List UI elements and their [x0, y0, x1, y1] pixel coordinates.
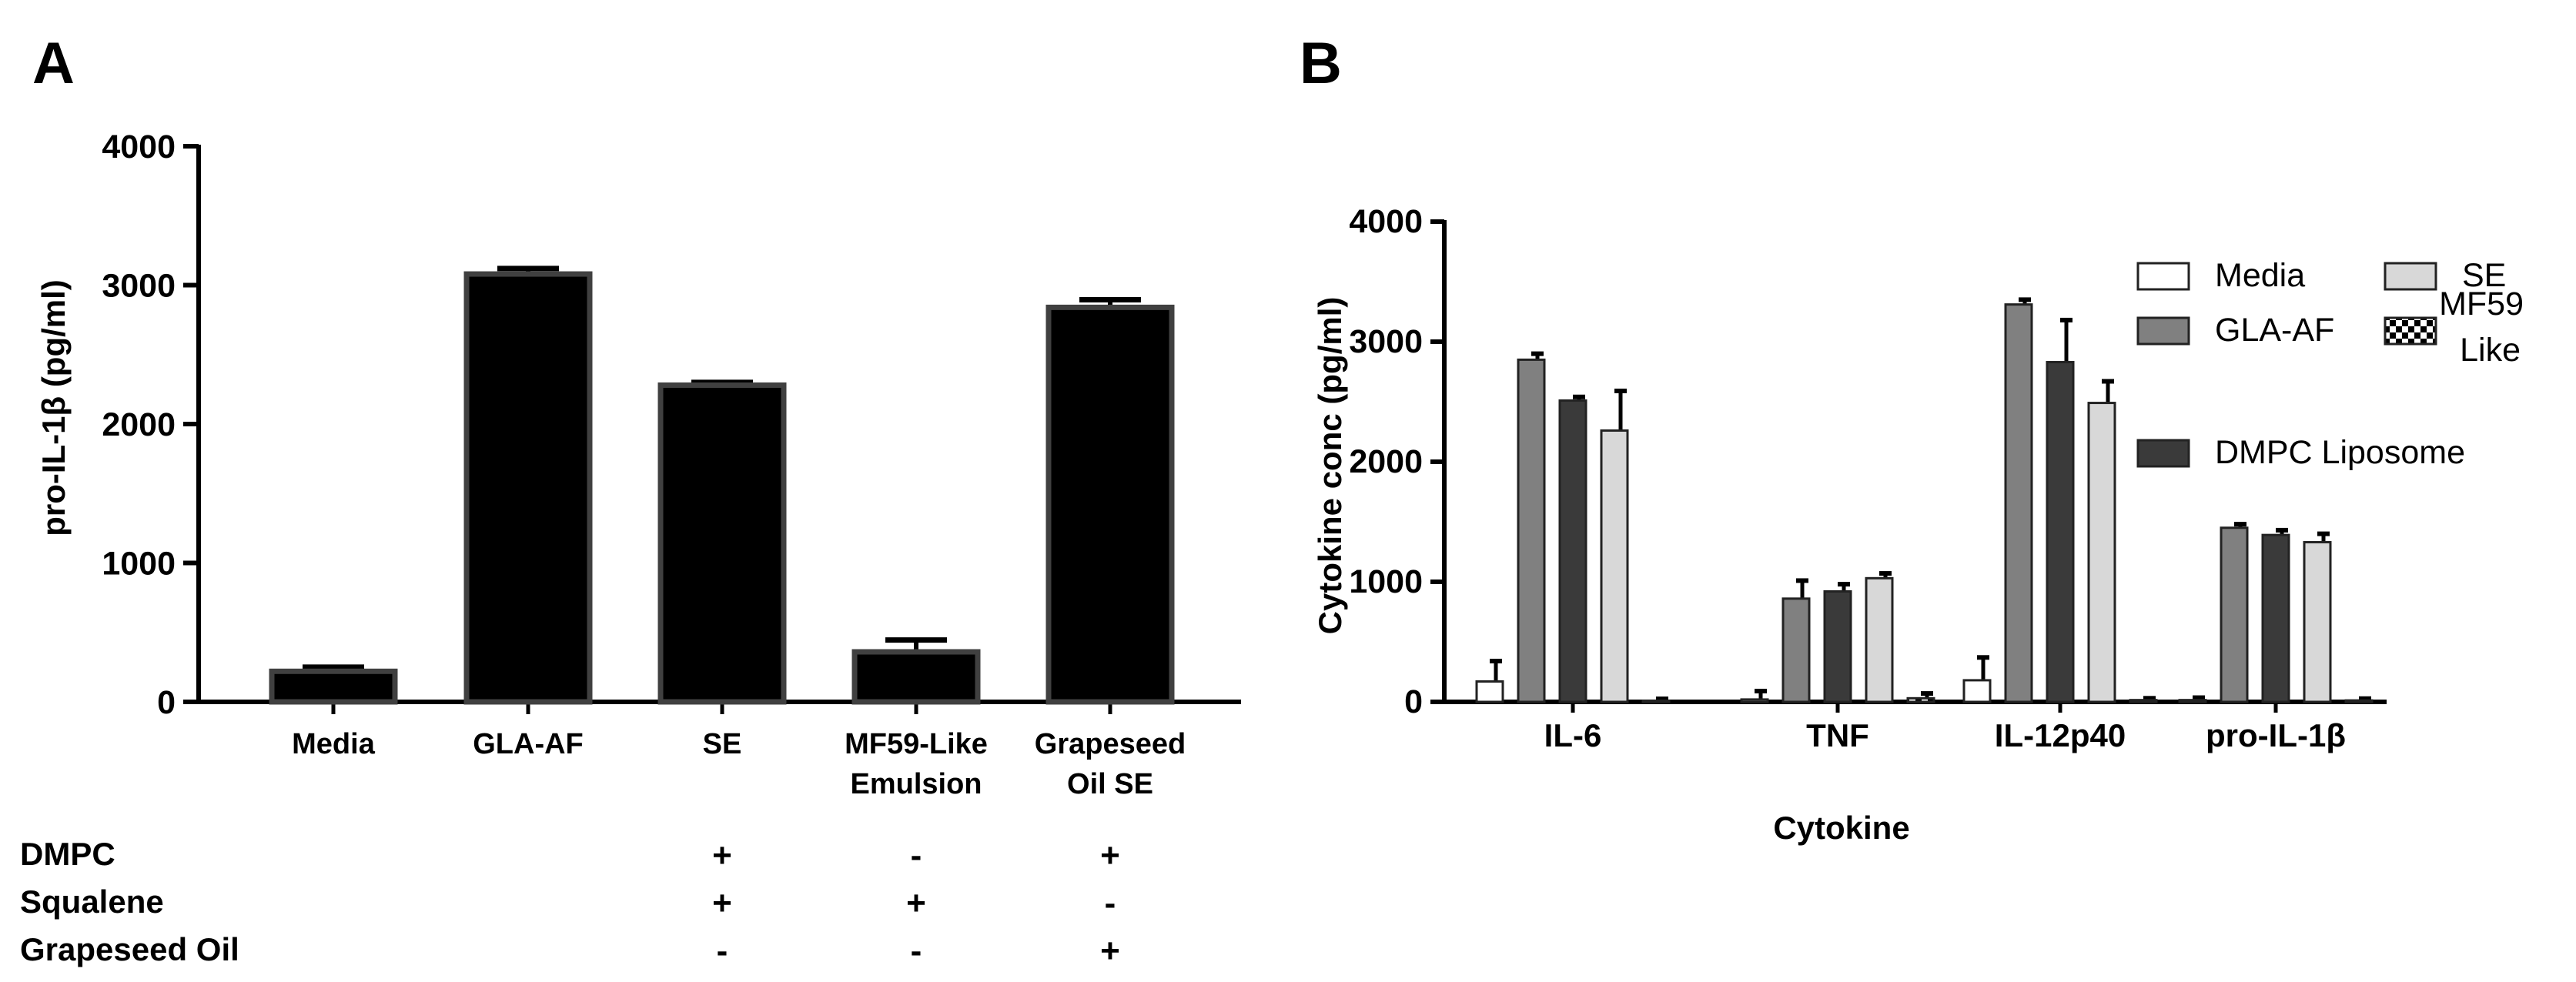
- panel-b-y-tick-label: 0: [1404, 683, 1423, 720]
- treatment-sign: -: [717, 932, 728, 970]
- panel-a-category-label: Grapeseed: [1035, 728, 1186, 760]
- treatment-sign: +: [1100, 837, 1120, 874]
- legend-label: SE: [2462, 257, 2506, 294]
- treatment-sign: -: [911, 837, 922, 874]
- treatment-row-label: Grapeseed Oil: [20, 931, 239, 967]
- panel-a-bar: [1045, 304, 1175, 705]
- panel-a-category-label: Emulsion: [850, 768, 982, 800]
- panel-b-category-labels: IL-6 TNF IL-12p40 pro-IL-1β: [1544, 717, 2346, 753]
- panel-b-bar: [1740, 698, 1769, 703]
- panel-b-bar: [2220, 526, 2249, 703]
- panel-a-y-axis-title: pro-IL-1β (pg/ml): [35, 279, 72, 536]
- panel-b-legend: Media SE GLA-AF MF59 Like DMPC Liposome: [2136, 257, 2524, 471]
- panel-b: B Cytokine conc (pg/ml) Cytokine 0 1000 20…: [1300, 31, 2524, 846]
- legend-swatch: [2384, 316, 2437, 346]
- panel-b-bar: [2087, 402, 2116, 703]
- panel-b-category-label: TNF: [1806, 717, 1869, 753]
- panel-a-bars: [269, 266, 1175, 705]
- legend-label: DMPC Liposome: [2215, 434, 2465, 471]
- panel-a-category-label: MF59-Like: [845, 728, 988, 760]
- legend-label: Media: [2215, 257, 2305, 294]
- panel-b-category-label: IL-6: [1544, 717, 1602, 753]
- panel-b-bar: [1641, 699, 1671, 703]
- treatment-row-label: DMPC: [20, 836, 115, 872]
- panel-b-bar: [1600, 429, 1629, 703]
- panel-b-bar: [1781, 597, 1811, 703]
- panel-b-bar: [2046, 361, 2075, 703]
- panel-a-y-tick-label: 3000: [102, 268, 176, 305]
- panel-b-bar: [1823, 590, 1852, 703]
- panel-a-category-label: Media: [292, 728, 376, 760]
- panel-a-letter: A: [32, 31, 75, 96]
- treatment-sign: +: [1100, 932, 1120, 970]
- panel-a-bar: [463, 271, 593, 705]
- panel-b-category-label: IL-12p40: [1995, 717, 2126, 753]
- panel-b-bars: [1475, 297, 2374, 703]
- panel-b-bar: [1906, 696, 1935, 703]
- treatment-sign: -: [1105, 884, 1116, 922]
- legend-swatch: [2384, 262, 2437, 291]
- panel-b-bar: [2004, 303, 2033, 703]
- panel-a-treatment-table: DMPC + - + Squalene + + - Grapeseed Oil - - +: [20, 836, 1120, 970]
- panel-a-y-tick-label: 4000: [102, 129, 176, 165]
- legend-swatch: [2136, 316, 2190, 346]
- panel-b-bar: [2178, 699, 2207, 703]
- panel-b-letter: B: [1300, 31, 1342, 96]
- panel-b-bar: [1517, 358, 1546, 703]
- legend-item: GLA-AF: [2136, 312, 2334, 349]
- panel-a-y-tick-label: 1000: [102, 546, 176, 583]
- panel-b-y-tick-label: 2000: [1349, 443, 1423, 480]
- legend-item: SE: [2384, 257, 2506, 294]
- panel-b-category-label: pro-IL-1β: [2206, 717, 2346, 753]
- panel-a-category-label: GLA-AF: [473, 728, 584, 760]
- treatment-sign: +: [712, 837, 732, 874]
- panel-a-category-label: Oil SE: [1067, 768, 1153, 800]
- legend-swatch: [2136, 262, 2190, 291]
- panel-a-bar: [851, 649, 981, 705]
- legend-item: DMPC Liposome: [2136, 434, 2465, 471]
- panel-b-bar: [2344, 699, 2374, 703]
- panel-b-bar: [2129, 699, 2158, 703]
- treatment-sign: +: [712, 884, 732, 922]
- panel-a-category-labels: Media GLA-AF SE MF59-Like Emulsion Grapeseed O…: [292, 728, 1186, 800]
- treatment-sign: -: [911, 932, 922, 970]
- panel-b-bar: [1865, 576, 1894, 703]
- panel-b-y-tick-label: 3000: [1349, 323, 1423, 360]
- panel-b-bar: [1962, 679, 1992, 703]
- panel-a-bar: [269, 668, 398, 705]
- panel-a-bar: [657, 382, 787, 705]
- panel-b-bar: [2261, 533, 2290, 703]
- legend-item: Media: [2136, 257, 2305, 294]
- panel-b-bar: [1558, 399, 1587, 703]
- treatment-sign: +: [906, 884, 926, 922]
- panel-a-y-tick-label: 0: [157, 684, 176, 721]
- panel-a-y-tick-label: 2000: [102, 406, 176, 443]
- legend-label: Like: [2460, 332, 2521, 369]
- treatment-row-label: Squalene: [20, 883, 164, 920]
- legend-label: MF59: [2439, 286, 2524, 322]
- panel-b-bar: [2303, 541, 2332, 703]
- legend-swatch: [2136, 439, 2190, 468]
- panel-a-category-label: SE: [703, 728, 742, 760]
- panel-b-x-axis-title: Cytokine: [1773, 810, 1909, 846]
- panel-b-y-tick-label: 4000: [1349, 203, 1423, 240]
- panel-b-bar: [1475, 680, 1504, 703]
- panel-a: A pro-IL-1β (pg/ml) 0 1000 2000 3000 4000 Me…: [20, 31, 1241, 970]
- legend-label: GLA-AF: [2215, 312, 2334, 349]
- panel-b-y-tick-label: 1000: [1349, 563, 1423, 600]
- panel-b-y-axis-title: Cytokine conc (pg/ml): [1312, 297, 1348, 635]
- legend-item: MF59 Like: [2384, 286, 2524, 369]
